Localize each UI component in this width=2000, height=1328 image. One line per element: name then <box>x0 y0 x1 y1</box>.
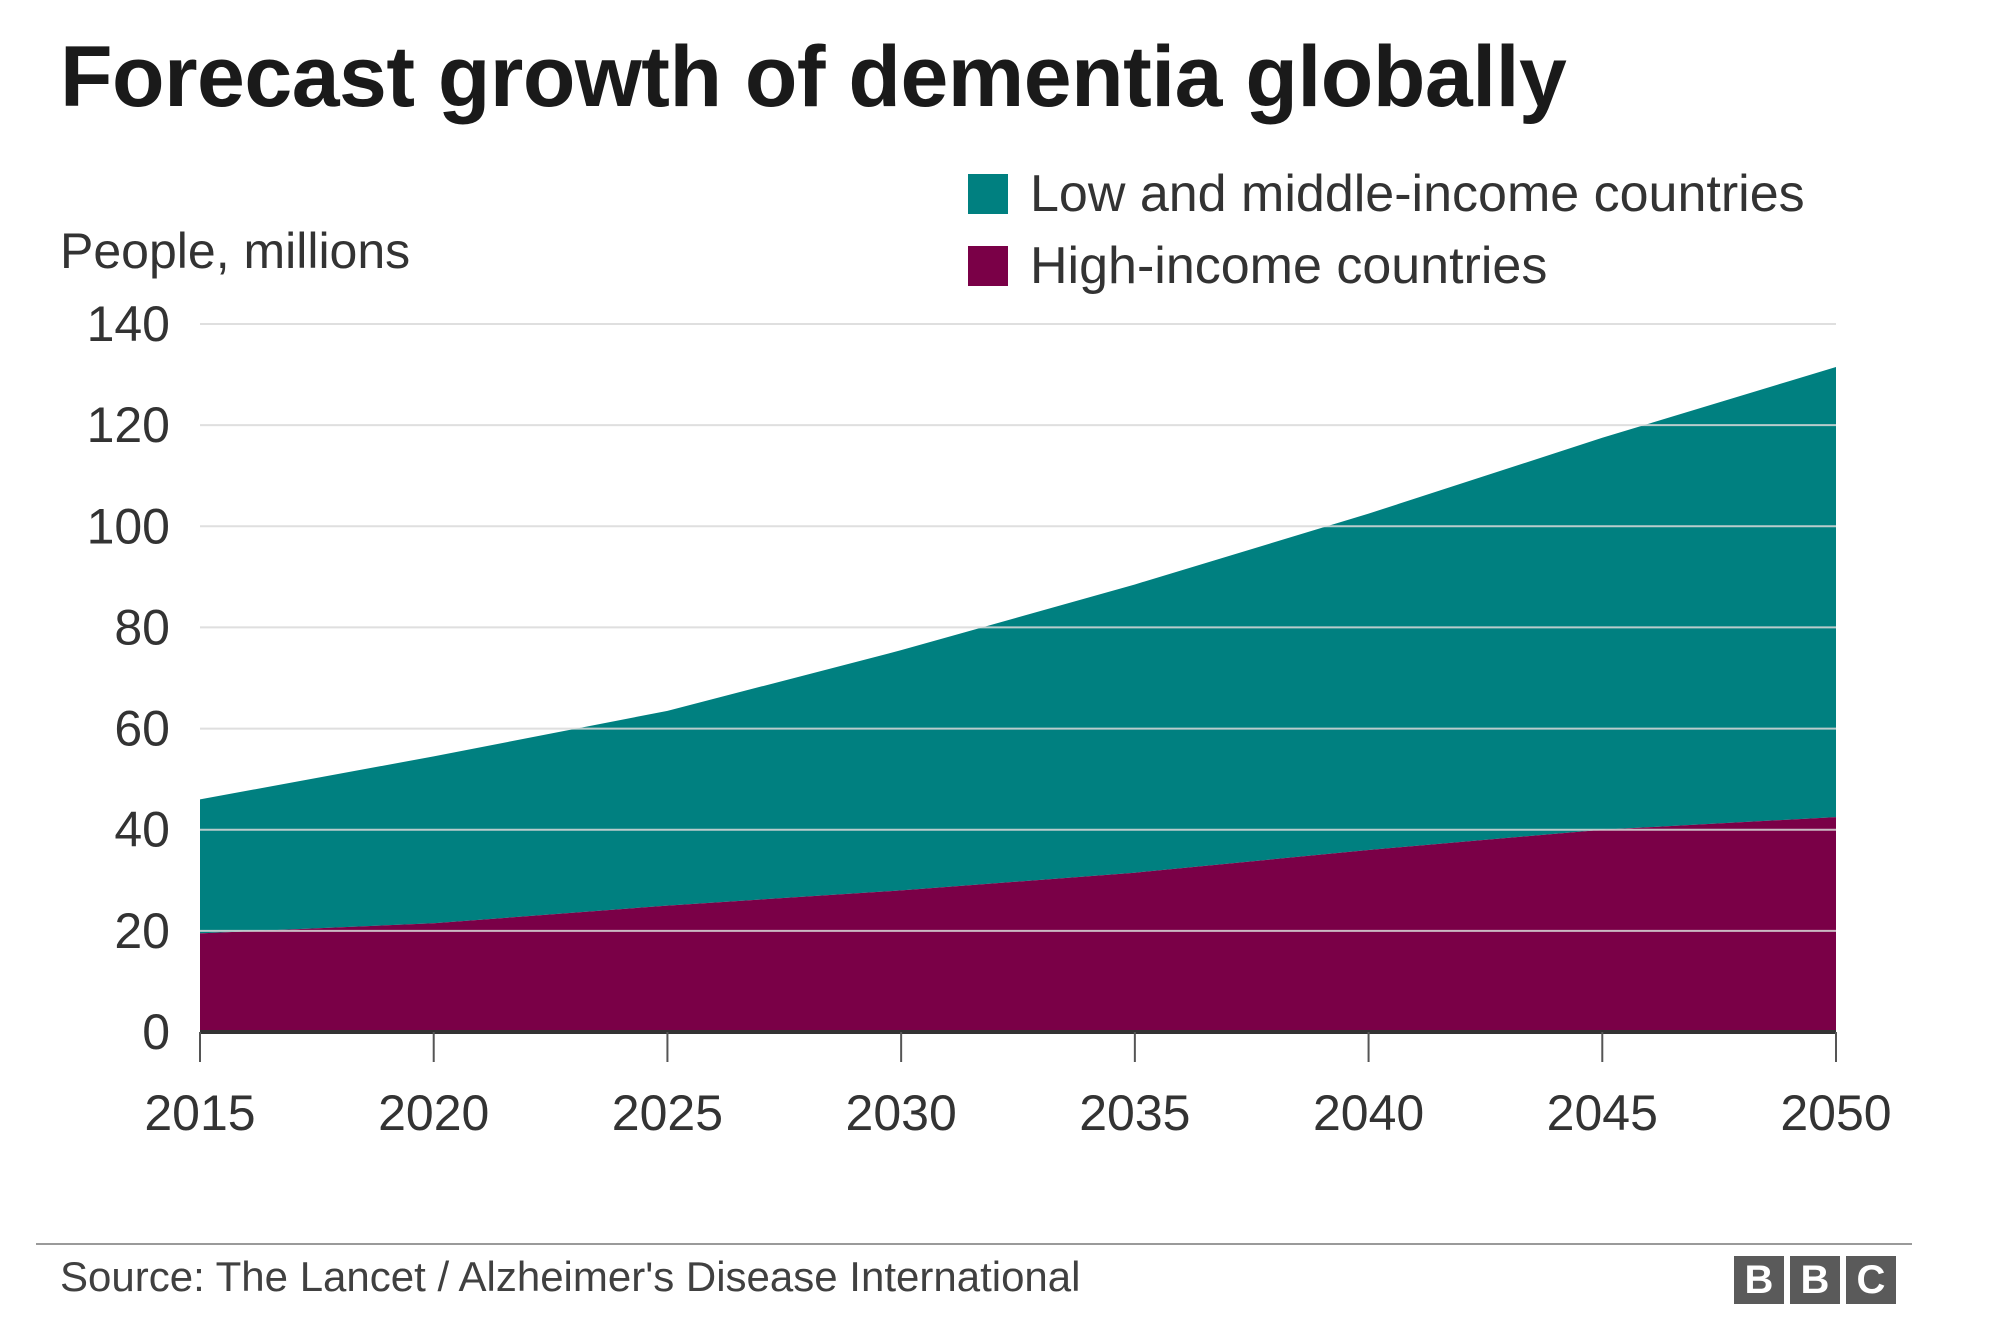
legend-item-high: High-income countries <box>968 230 1805 302</box>
y-tick-label: 60 <box>114 701 170 757</box>
legend-swatch-high <box>968 246 1008 286</box>
x-tick-label: 2045 <box>1547 1085 1658 1141</box>
legend-swatch-lmic <box>968 174 1008 214</box>
x-tick-label: 2040 <box>1313 1085 1424 1141</box>
x-tick-label: 2025 <box>612 1085 723 1141</box>
x-tick-label: 2035 <box>1079 1085 1190 1141</box>
chart-title: Forecast growth of dementia globally <box>60 29 1567 125</box>
bbc-logo: B B C <box>1734 1256 1896 1304</box>
legend-label-high: High-income countries <box>1030 237 1548 295</box>
y-tick-label: 20 <box>114 903 170 959</box>
y-tick-label: 0 <box>142 1004 170 1060</box>
bbc-logo-letter: B <box>1790 1256 1840 1304</box>
legend-item-lmic: Low and middle-income countries <box>968 158 1805 230</box>
x-tick-label: 2030 <box>846 1085 957 1141</box>
legend: Low and middle-income countries High-inc… <box>968 158 1805 302</box>
source-note: Source: The Lancet / Alzheimer's Disease… <box>60 1253 1081 1300</box>
y-tick-label: 80 <box>114 599 170 655</box>
area-series-lmic <box>200 366 1836 934</box>
bbc-logo-letter: C <box>1846 1256 1896 1304</box>
x-tick-label: 2015 <box>144 1085 255 1141</box>
y-tick-label: 100 <box>87 498 170 554</box>
footer-divider <box>36 1243 1912 1245</box>
y-tick-label: 140 <box>87 296 170 352</box>
y-tick-label: 40 <box>114 802 170 858</box>
x-tick-label: 2020 <box>378 1085 489 1141</box>
y-axis-label: People, millions <box>60 223 411 279</box>
x-tick-label: 2050 <box>1780 1085 1891 1141</box>
y-tick-label: 120 <box>87 397 170 453</box>
bbc-logo-letter: B <box>1734 1256 1784 1304</box>
legend-label-lmic: Low and middle-income countries <box>1030 165 1805 223</box>
area-series-high-income <box>200 817 1836 1032</box>
